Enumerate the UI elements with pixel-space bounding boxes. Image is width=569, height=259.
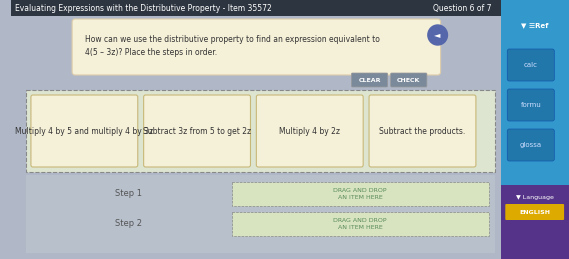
Text: formu: formu bbox=[521, 102, 541, 108]
Text: Step 1: Step 1 bbox=[116, 190, 142, 198]
FancyBboxPatch shape bbox=[391, 73, 427, 87]
Bar bbox=[26, 90, 494, 172]
Bar bbox=[501, 0, 569, 259]
FancyBboxPatch shape bbox=[505, 204, 564, 220]
Bar bbox=[31, 212, 227, 236]
Text: Subtract the products.: Subtract the products. bbox=[380, 126, 465, 135]
FancyBboxPatch shape bbox=[507, 89, 554, 121]
Bar bbox=[11, 0, 501, 16]
Text: CHECK: CHECK bbox=[397, 77, 420, 83]
Circle shape bbox=[428, 25, 447, 45]
FancyBboxPatch shape bbox=[507, 129, 554, 161]
Text: ▼ ☰Ref: ▼ ☰Ref bbox=[521, 22, 549, 28]
Text: Step 2: Step 2 bbox=[116, 219, 142, 228]
FancyBboxPatch shape bbox=[507, 49, 554, 81]
Bar bbox=[232, 212, 489, 236]
FancyBboxPatch shape bbox=[352, 73, 387, 87]
Text: Evaluating Expressions with the Distributive Property - Item 35572: Evaluating Expressions with the Distribu… bbox=[15, 4, 272, 12]
Text: Question 6 of 7: Question 6 of 7 bbox=[433, 4, 491, 12]
Bar bbox=[501, 185, 569, 259]
Text: Multiply 4 by 5 and multiply 4 by 3z: Multiply 4 by 5 and multiply 4 by 3z bbox=[15, 126, 154, 135]
Text: DRAG AND DROP
AN ITEM HERE: DRAG AND DROP AN ITEM HERE bbox=[333, 218, 387, 230]
FancyBboxPatch shape bbox=[369, 95, 476, 167]
Text: DRAG AND DROP
AN ITEM HERE: DRAG AND DROP AN ITEM HERE bbox=[333, 188, 387, 200]
Text: Subtract 3z from 5 to get 2z: Subtract 3z from 5 to get 2z bbox=[143, 126, 251, 135]
FancyBboxPatch shape bbox=[72, 19, 440, 75]
Text: Multiply 4 by 2z: Multiply 4 by 2z bbox=[279, 126, 340, 135]
Bar bbox=[232, 182, 489, 206]
Text: glossa: glossa bbox=[519, 142, 542, 148]
Text: CLEAR: CLEAR bbox=[358, 77, 381, 83]
Text: ◄: ◄ bbox=[434, 31, 441, 40]
Text: calc: calc bbox=[524, 62, 538, 68]
FancyBboxPatch shape bbox=[143, 95, 250, 167]
FancyBboxPatch shape bbox=[257, 95, 363, 167]
Bar bbox=[31, 182, 227, 206]
Text: ENGLISH: ENGLISH bbox=[519, 210, 550, 214]
Bar bbox=[26, 175, 494, 253]
Text: ▼ Language: ▼ Language bbox=[516, 196, 554, 200]
FancyBboxPatch shape bbox=[31, 95, 138, 167]
Text: How can we use the distributive property to find an expression equivalent to
4(5: How can we use the distributive property… bbox=[85, 35, 380, 56]
